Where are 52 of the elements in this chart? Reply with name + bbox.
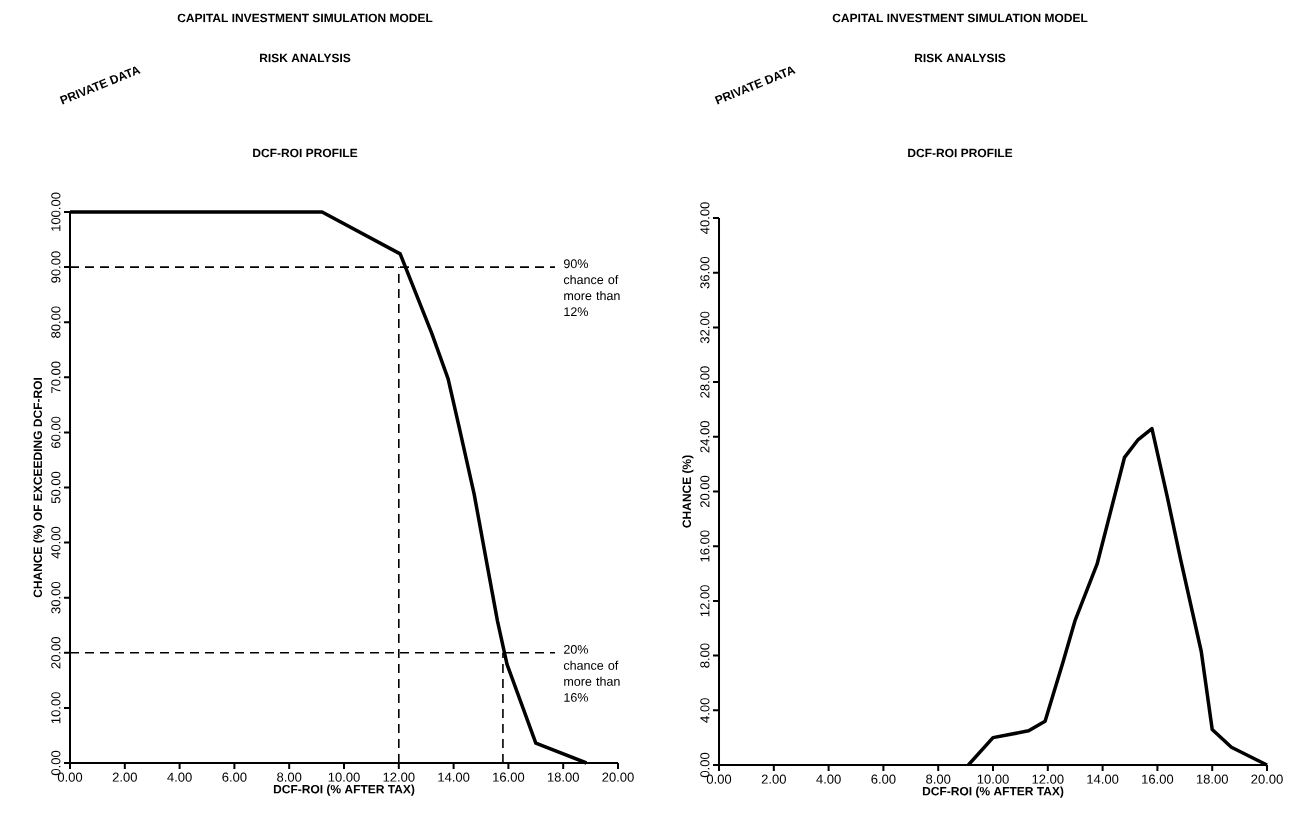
y-tick-label: 60.00 (51, 416, 61, 448)
x-tick-label: 8.00 (277, 772, 302, 782)
x-tick-label: 20.00 (602, 772, 634, 782)
y-tick-label: 8.00 (700, 643, 710, 668)
x-tick-label: 2.00 (112, 772, 137, 782)
x-tick-label: 2.00 (761, 774, 786, 784)
x-axis-title: DCF-ROI (% AFTER TAX) (273, 784, 415, 796)
x-tick-label: 8.00 (926, 774, 951, 784)
y-tick-label: 100.00 (51, 192, 61, 231)
y-tick-label: 30.00 (51, 581, 61, 614)
y-axis-title: CHANCE (%) (682, 455, 694, 528)
x-tick-label: 12.00 (1032, 774, 1064, 784)
y-tick-label: 20.00 (700, 475, 710, 508)
y-tick-label: 40.00 (51, 526, 61, 559)
x-tick-label: 18.00 (547, 772, 579, 782)
x-tick-label: 14.00 (1087, 774, 1119, 784)
y-axis-title: CHANCE (%) OF EXCEEDING DCF-ROI (33, 377, 45, 598)
x-tick-label: 12.00 (383, 772, 415, 782)
y-tick-label: 32.00 (700, 311, 710, 344)
ref-line-label: 90% chance of more than 12% (563, 259, 620, 317)
y-tick-label: 12.00 (700, 585, 710, 617)
x-tick-label: 4.00 (167, 772, 192, 782)
y-tick-label: 90.00 (51, 251, 61, 283)
x-tick-label: 10.00 (977, 774, 1009, 784)
x-tick-label: 10.00 (328, 772, 360, 782)
x-tick-label: 4.00 (816, 774, 841, 784)
y-tick-label: 16.00 (700, 530, 710, 562)
x-axis-title: DCF-ROI (% AFTER TAX) (922, 786, 1064, 798)
x-tick-label: 6.00 (871, 774, 896, 784)
y-tick-label: 80.00 (51, 306, 61, 338)
text: DCF-ROI PROFILE (253, 148, 358, 158)
y-tick-label: 36.00 (700, 256, 710, 289)
y-tick-label: 28.00 (700, 366, 710, 398)
y-tick-label: 4.00 (700, 698, 710, 723)
chart-title: CAPITAL INVESTMENT SIMULATION MODEL (177, 13, 433, 23)
x-tick-label: 20.00 (1251, 774, 1283, 784)
y-tick-label: 24.00 (700, 421, 710, 453)
ref-line-label: 20% chance of more than 16% (563, 645, 620, 702)
chart-title: CAPITAL INVESTMENT SIMULATION MODEL (832, 13, 1088, 23)
x-tick-label: 14.00 (438, 772, 470, 782)
text: DCF-ROI PROFILE (908, 148, 1013, 158)
x-tick-label: 6.00 (222, 772, 247, 782)
x-tick-label: 16.00 (493, 772, 525, 782)
y-tick-label: 20.00 (51, 637, 61, 669)
y-tick-label: 40.00 (700, 202, 710, 234)
x-tick-label: 16.00 (1142, 774, 1174, 784)
chart-subtitle: RISK ANALYSIS (260, 53, 351, 63)
chart-subtitle: RISK ANALYSIS (915, 53, 1006, 63)
x-tick-label: 18.00 (1196, 774, 1228, 784)
y-tick-label: 70.00 (51, 361, 61, 393)
y-tick-label: 10.00 (51, 692, 61, 724)
y-tick-label: 50.00 (51, 471, 61, 504)
